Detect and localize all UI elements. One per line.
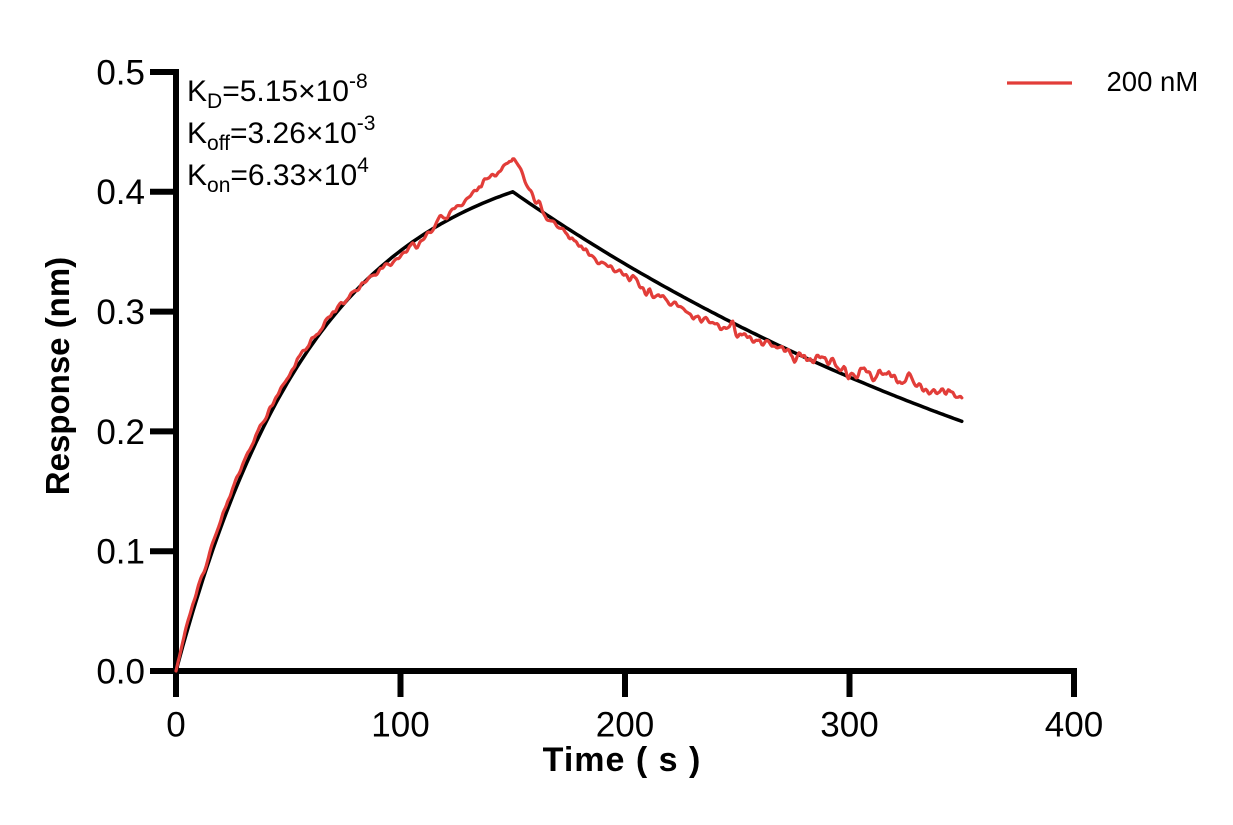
svg-text:200: 200 (596, 706, 654, 745)
svg-text:Response (nm): Response (nm) (39, 257, 76, 495)
svg-text:Koff=3.26×10-3: Koff=3.26×10-3 (187, 112, 375, 155)
svg-text:0.0: 0.0 (96, 652, 145, 691)
svg-text:200 nM: 200 nM (1107, 66, 1199, 97)
svg-text:400: 400 (1045, 706, 1103, 745)
svg-text:100: 100 (371, 706, 429, 745)
svg-text:0: 0 (166, 706, 185, 745)
svg-text:300: 300 (820, 706, 878, 745)
svg-text:KD=5.15×10-8: KD=5.15×10-8 (187, 70, 368, 113)
svg-text:0.1: 0.1 (96, 533, 145, 572)
svg-text:0.3: 0.3 (96, 293, 145, 332)
svg-text:0.5: 0.5 (96, 53, 145, 92)
svg-text:0.4: 0.4 (96, 173, 145, 212)
svg-text:Time ( s ): Time ( s ) (543, 741, 702, 779)
svg-text:Kon=6.33×104: Kon=6.33×104 (187, 154, 369, 197)
svg-text:0.2: 0.2 (96, 413, 145, 452)
